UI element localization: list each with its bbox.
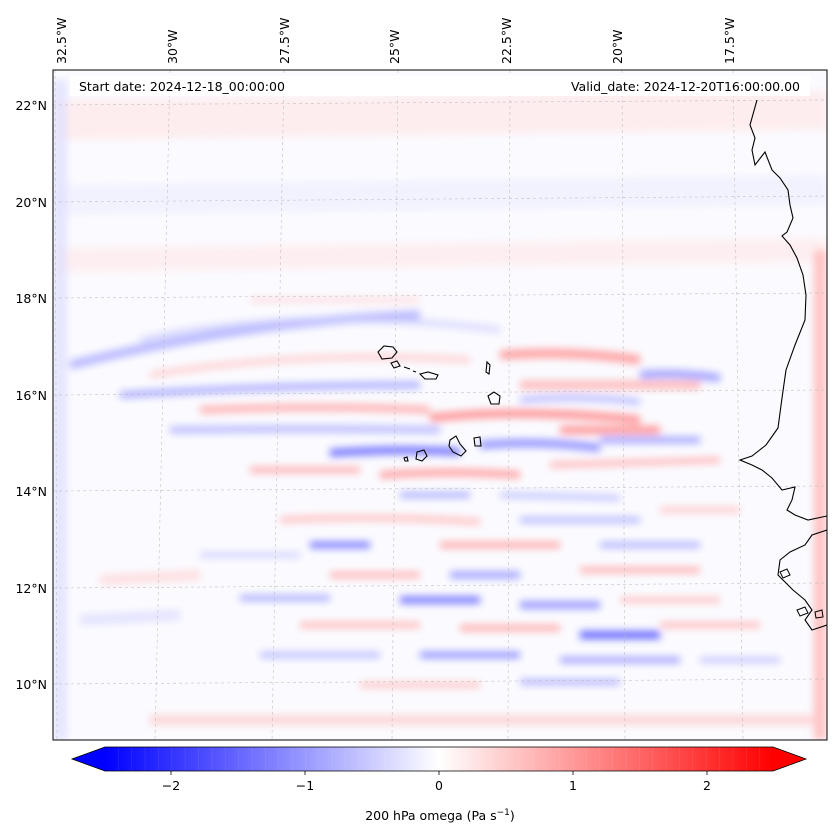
colorbar-max-extend xyxy=(773,747,806,771)
colorbar-tick-label: 2 xyxy=(703,778,711,793)
colorbar-tick-label: −1 xyxy=(296,778,314,793)
valid-date-label: Valid_date: 2024-12-20T16:00:00.00 xyxy=(571,79,800,94)
island-sal xyxy=(485,360,491,375)
longitude-labels: 32.5°W 30°W 27.5°W 25°W 22.5°W 20°W 17.5… xyxy=(54,18,737,64)
coastal-island xyxy=(814,609,824,619)
island-ilheu xyxy=(412,370,417,373)
colorbar-tick-label: 0 xyxy=(435,778,443,793)
colorbar-min-extend xyxy=(72,747,105,771)
colorbar-tick-label: −2 xyxy=(162,778,180,793)
coastal-island xyxy=(779,568,791,579)
colorbar-label-end: ) xyxy=(510,808,515,823)
island-santa-luzia xyxy=(403,366,411,370)
colorbar-label-sup: −1 xyxy=(497,808,510,818)
colorbar-ticks xyxy=(170,771,708,775)
island-santiago xyxy=(448,435,467,457)
map-frame xyxy=(52,69,828,741)
africa-coastline xyxy=(738,99,827,631)
colorbar-gradient xyxy=(105,747,773,771)
island-brava xyxy=(403,456,409,462)
lat-label-18n: 18°N xyxy=(15,291,47,306)
header-box: Start date: 2024-12-18_00:00:00 Valid_da… xyxy=(70,76,810,96)
lon-label-25w: 25°W xyxy=(387,29,402,64)
graticule xyxy=(53,70,827,740)
lon-label-27-5w: 27.5°W xyxy=(277,18,292,64)
colorbar-outline xyxy=(70,746,808,772)
island-sao-vicente xyxy=(390,360,401,369)
lon-label-20w: 20°W xyxy=(610,29,625,64)
colorbar: −2 −1 0 1 2 200 hPa omega (Pa s−1) xyxy=(70,746,808,823)
lat-label-14n: 14°N xyxy=(15,484,47,499)
latitude-labels: 22°N 20°N 18°N 16°N 14°N 12°N 10°N xyxy=(15,98,47,692)
island-santo-antao xyxy=(377,345,398,360)
lat-label-16n: 16°N xyxy=(15,388,47,403)
header-background xyxy=(70,76,810,96)
map-background xyxy=(53,70,827,740)
lat-label-10n: 10°N xyxy=(15,677,47,692)
start-date-label: Start date: 2024-12-18_00:00:00 xyxy=(79,79,285,94)
omega-field xyxy=(53,70,827,740)
omega-streaks xyxy=(53,80,827,740)
island-fogo xyxy=(415,449,428,462)
lat-label-20n: 20°N xyxy=(15,195,47,210)
cape-verde-islands xyxy=(377,345,501,462)
lon-label-17-5w: 17.5°W xyxy=(722,18,737,64)
island-boa-vista xyxy=(487,391,501,405)
lon-label-22-5w: 22.5°W xyxy=(499,18,514,64)
map-panel xyxy=(52,69,828,741)
island-sao-nicolau xyxy=(418,371,439,380)
island-maio xyxy=(473,436,482,447)
coastal-island xyxy=(796,606,809,617)
lon-label-30w: 30°W xyxy=(165,29,180,64)
colorbar-steps xyxy=(118,747,760,771)
lat-label-22n: 22°N xyxy=(15,98,47,113)
lat-label-12n: 12°N xyxy=(15,581,47,596)
colorbar-tick-label: 1 xyxy=(569,778,577,793)
colorbar-label-main: 200 hPa omega (Pa s xyxy=(365,808,496,823)
colorbar-label: 200 hPa omega (Pa s−1) xyxy=(365,808,515,823)
lon-label-32-5w: 32.5°W xyxy=(54,18,69,64)
